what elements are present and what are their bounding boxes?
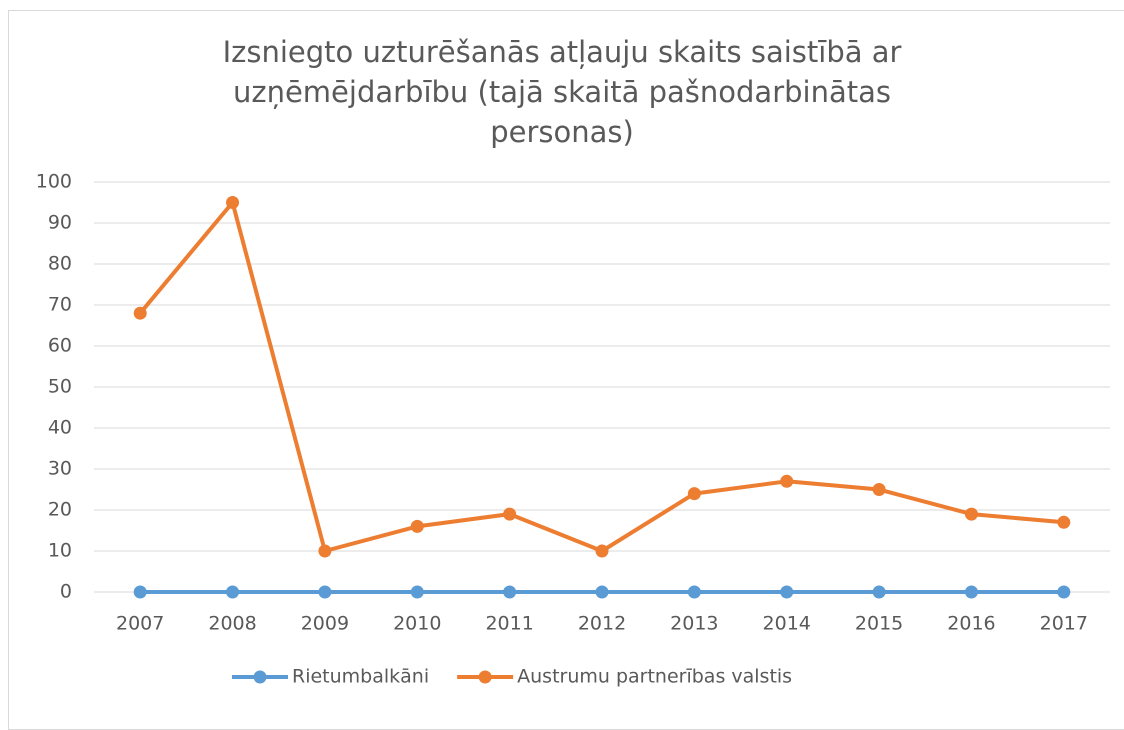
y-tick-label: 0	[60, 581, 72, 603]
point	[687, 585, 701, 599]
point	[872, 585, 886, 599]
x-tick-label: 2010	[393, 613, 441, 635]
point	[780, 585, 794, 599]
legend-label: Austrumu partnerības valstis	[517, 666, 792, 688]
point	[133, 306, 147, 320]
point	[410, 519, 424, 533]
chart: 0 10 20 30 40 50 60 70 80 90 100 2007 2008 2009 2010 20…	[36, 171, 1110, 688]
y-tick-label: 20	[48, 499, 72, 521]
y-tick-label: 10	[48, 540, 72, 562]
x-tick-label: 2011	[485, 613, 533, 635]
legend-marker	[478, 670, 492, 684]
point	[687, 487, 701, 501]
point	[503, 585, 517, 599]
point	[1057, 515, 1071, 529]
point	[872, 483, 886, 496]
legend-marker	[253, 670, 267, 684]
y-tick-label: 90	[48, 212, 72, 234]
chart-title: Izsniegto uzturēšanās atļauju skaits sai…	[222, 35, 902, 149]
y-tick-label: 70	[48, 294, 72, 316]
series-line	[138, 200, 1064, 553]
point	[595, 544, 609, 558]
point	[780, 474, 794, 488]
x-tick-label: 2008	[208, 613, 256, 635]
x-tick-label: 2012	[578, 613, 626, 635]
x-tick-label: 2015	[855, 613, 903, 635]
y-tick-label: 50	[48, 376, 72, 398]
y-tick-label: 80	[48, 253, 72, 275]
page: Izsniegto uzturēšanās atļauju skaits sai…	[0, 10, 1124, 730]
point	[595, 585, 609, 599]
y-tick-label: 40	[48, 417, 72, 439]
title-box: Izsniegto uzturēšanās atļauju skaits sai…	[0, 32, 1124, 152]
point	[964, 507, 978, 521]
point	[226, 196, 240, 209]
point	[133, 585, 147, 599]
point	[318, 585, 332, 599]
point	[226, 585, 240, 599]
x-tick-label: 2017	[1040, 613, 1088, 635]
x-tick-label: 2013	[670, 613, 718, 635]
y-tick-label: 100	[36, 171, 72, 193]
point	[503, 507, 517, 521]
point	[410, 585, 424, 599]
point	[1057, 585, 1071, 599]
x-tick-label: 2014	[763, 613, 811, 635]
x-tick-label: 2009	[301, 613, 349, 635]
x-tick-label: 2016	[947, 613, 995, 635]
y-tick-label: 60	[48, 335, 72, 357]
point	[964, 585, 978, 599]
y-tick-label: 30	[48, 458, 72, 480]
legend-label: Rietumbalkāni	[292, 666, 429, 688]
x-tick-label: 2007	[116, 613, 164, 635]
point	[318, 544, 332, 558]
